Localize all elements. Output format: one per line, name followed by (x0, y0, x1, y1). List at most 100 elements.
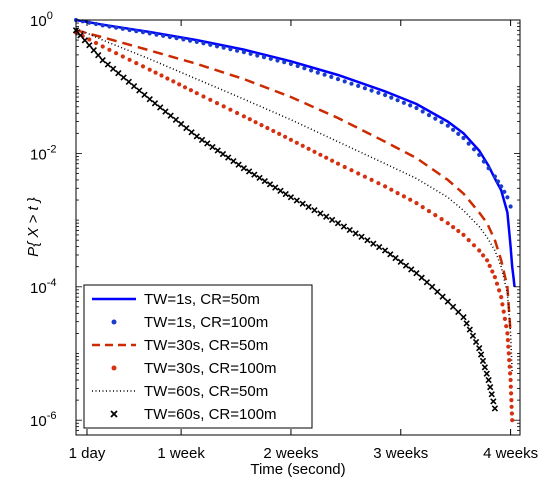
data-point (241, 50, 246, 55)
data-point (433, 116, 438, 121)
legend-label: TW=60s, CR=50m (144, 383, 268, 400)
data-point (383, 92, 388, 98)
y-tick-label-exponent: 0 (47, 10, 53, 22)
data-point (188, 88, 193, 93)
data-point (349, 81, 354, 86)
data-point (456, 131, 461, 136)
data-point (376, 90, 381, 95)
data-point (312, 149, 317, 154)
data-point (488, 391, 495, 398)
data-point (114, 51, 119, 56)
data-point (194, 39, 199, 45)
data-point (146, 96, 153, 103)
data-point (228, 107, 233, 112)
data-point (508, 384, 513, 389)
data-point (477, 351, 485, 358)
data-point (401, 100, 406, 105)
data-point (81, 37, 89, 44)
data-point (408, 103, 413, 108)
data-point (87, 20, 92, 25)
data-point (426, 113, 432, 118)
data-point (479, 357, 487, 365)
data-point (240, 165, 248, 172)
series-6 (72, 27, 499, 412)
data-point (305, 203, 312, 211)
data-point (490, 269, 495, 274)
data-point (194, 91, 199, 96)
legend-entry: TW=30s, CR=50m (92, 337, 268, 354)
data-point (389, 187, 394, 192)
y-axis-title: P{ X > t } (25, 197, 42, 257)
data-point (510, 418, 515, 423)
data-point (497, 288, 502, 293)
data-point (456, 228, 461, 234)
data-point (461, 135, 466, 141)
y-tick-label-exponent: -4 (47, 277, 57, 289)
data-point (505, 338, 510, 343)
data-point (414, 201, 419, 206)
data-point (362, 174, 367, 179)
data-point (309, 68, 314, 73)
data-point (499, 295, 504, 300)
data-point (188, 38, 193, 43)
data-point (329, 74, 334, 79)
data-point (356, 83, 361, 88)
data-point (219, 150, 227, 158)
data-point (460, 314, 467, 321)
data-point (395, 98, 400, 103)
legend-swatch (111, 365, 117, 371)
data-point (272, 184, 279, 191)
data-point (383, 184, 388, 189)
data-point (401, 194, 406, 199)
data-point (346, 226, 353, 234)
data-point (120, 26, 125, 31)
data-point (463, 320, 470, 327)
data-point (293, 197, 300, 204)
data-point (259, 123, 264, 128)
y-tick-label-exponent: -2 (47, 143, 57, 155)
data-point (397, 258, 404, 266)
data-point (499, 184, 504, 189)
data-point (100, 23, 105, 28)
data-point (508, 371, 513, 376)
legend-entry: TW=1s, CR=100m (111, 314, 268, 331)
data-point (277, 187, 284, 194)
data-point (423, 279, 431, 286)
data-point (491, 405, 499, 412)
data-point (466, 141, 471, 146)
data-point (228, 47, 233, 52)
data-point (147, 31, 152, 36)
data-point (235, 48, 240, 53)
data-point (266, 181, 274, 188)
data-point (247, 117, 252, 122)
data-point (408, 197, 413, 202)
data-point (472, 338, 480, 346)
data-point (153, 70, 158, 75)
data-point (90, 47, 97, 54)
legend-label: TW=1s, CR=50m (144, 291, 260, 308)
data-point (115, 69, 122, 77)
data-point (369, 177, 374, 182)
data-point (198, 136, 206, 144)
data-point (120, 54, 125, 59)
data-point (311, 207, 318, 214)
data-point (294, 140, 299, 145)
data-point (501, 309, 506, 314)
data-point (208, 42, 213, 47)
data-point (271, 128, 276, 134)
data-point (485, 258, 490, 263)
data-point (181, 37, 186, 42)
data-point (299, 200, 306, 207)
data-point (87, 37, 92, 42)
data-point (328, 216, 336, 224)
data-point (502, 316, 507, 321)
data-point (214, 101, 220, 106)
data-point (433, 213, 438, 218)
data-point (485, 376, 492, 384)
data-point (471, 147, 477, 152)
x-tick-label: 3 weeks (373, 445, 428, 462)
data-point (177, 120, 185, 128)
y-tick-label-base: 10 (30, 280, 47, 297)
